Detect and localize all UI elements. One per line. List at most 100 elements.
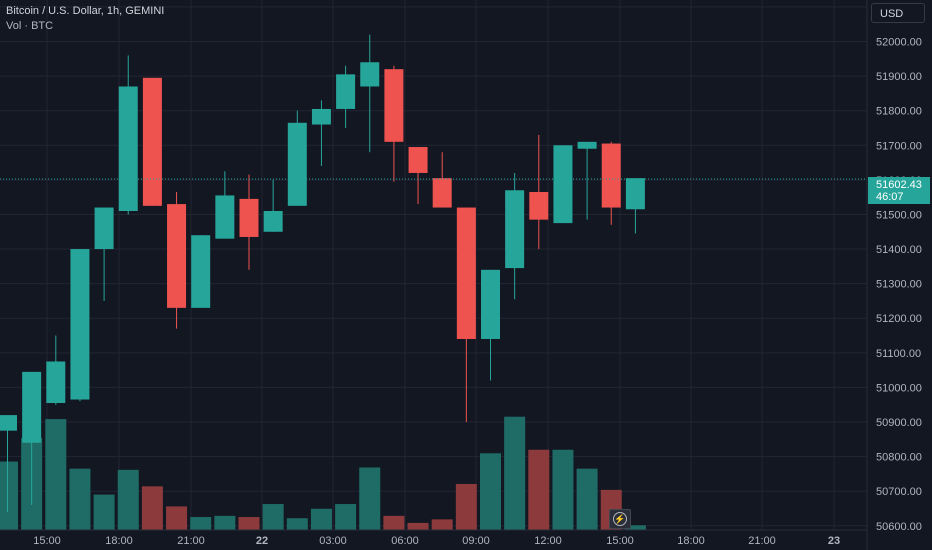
volume-bar — [504, 416, 526, 530]
time-tick-label: 18:00 — [677, 535, 705, 547]
price-tick-label: 51100.00 — [876, 348, 921, 360]
candle-body — [191, 235, 211, 308]
candle — [22, 371, 42, 506]
volume-bar — [359, 467, 381, 530]
volume-bar — [45, 419, 67, 530]
candle — [94, 207, 114, 301]
candle — [191, 235, 211, 308]
candle — [118, 55, 138, 215]
candle — [384, 65, 404, 182]
candle — [215, 171, 235, 239]
candle — [239, 174, 259, 270]
volume-bar — [528, 449, 550, 530]
candle-body — [142, 77, 162, 206]
price-axis[interactable]: 52100.0052000.0051900.0051800.0051700.00… — [876, 2, 922, 533]
candle — [0, 415, 17, 512]
candle — [625, 178, 645, 234]
volume-bar — [166, 506, 188, 530]
candle-body — [118, 86, 138, 212]
candle-body — [239, 198, 259, 237]
candle — [432, 152, 452, 208]
time-axis[interactable]: 15:00 18:00 21:00 22 03:00 06:00 09:00 12:00 15:… — [33, 535, 840, 547]
volume-bar — [310, 508, 332, 530]
candle-body — [529, 191, 549, 220]
candle — [481, 269, 500, 381]
candle-body — [577, 141, 597, 149]
volume-bars — [0, 416, 646, 530]
candle-body — [336, 74, 356, 109]
candle-body — [263, 211, 283, 232]
price-tick-label: 50800.00 — [876, 452, 922, 464]
time-tick-label: 21:00 — [177, 535, 205, 547]
volume-bar — [286, 518, 308, 530]
candle — [70, 249, 90, 402]
candle-body — [384, 69, 404, 142]
volume-bar — [214, 515, 236, 530]
candle-body — [167, 204, 187, 308]
price-tick-label: 51400.00 — [876, 244, 922, 256]
candle-body — [553, 145, 573, 224]
volume-bar — [407, 522, 429, 530]
candle — [601, 141, 621, 225]
volume-bar — [262, 504, 284, 530]
volume-bar — [117, 469, 139, 530]
time-tick-label: 18:00 — [105, 535, 133, 547]
price-candles — [0, 34, 645, 512]
time-tick-label: 15:00 — [606, 535, 634, 547]
volume-bar — [93, 494, 115, 530]
candle-body — [22, 371, 42, 443]
candle — [360, 34, 380, 153]
candle-body — [432, 178, 452, 208]
symbol-title: Bitcoin / U.S. Dollar, 1h, GEMINI — [6, 5, 165, 17]
volume-bar — [141, 486, 163, 530]
candle-body — [0, 415, 17, 431]
replay-button[interactable]: ⚡ — [609, 509, 631, 529]
volume-bar — [383, 515, 405, 530]
candle — [167, 191, 187, 329]
volume-bar — [576, 468, 598, 530]
volume-bar — [552, 449, 574, 530]
price-tick-label: 50600.00 — [876, 521, 922, 533]
candle-body — [625, 178, 645, 210]
candle-body — [601, 143, 621, 208]
time-tick-label: 06:00 — [391, 535, 419, 547]
price-tick-label: 51000.00 — [876, 382, 922, 394]
volume-bar — [190, 517, 212, 530]
time-tick-label: 22 — [256, 535, 268, 547]
candle — [529, 134, 549, 250]
volume-label: Vol · BTC — [6, 20, 54, 32]
candle-body — [46, 361, 66, 403]
candle — [505, 172, 525, 300]
candle — [577, 141, 597, 220]
volume-bar — [431, 519, 453, 530]
price-tick-label: 50900.00 — [876, 417, 922, 429]
candle-body — [311, 108, 331, 125]
time-tick-label: 12:00 — [534, 535, 562, 547]
price-tick-label: 51900.00 — [876, 71, 922, 83]
candle — [336, 65, 356, 128]
lightning-bolt-icon: ⚡ — [613, 512, 627, 526]
time-tick-label: 23 — [828, 535, 840, 547]
candle — [456, 207, 476, 423]
candle-body — [505, 190, 525, 269]
volume-bar — [455, 483, 477, 530]
candle — [311, 100, 331, 167]
candle — [287, 110, 307, 206]
candle-body — [456, 207, 476, 339]
candle-body — [94, 207, 114, 250]
volume-bar — [0, 461, 18, 530]
time-tick-label: 15:00 — [33, 535, 61, 547]
candle — [408, 147, 428, 205]
currency-button[interactable]: USD — [871, 3, 925, 23]
price-tick-label: 51800.00 — [876, 106, 922, 118]
candle — [263, 179, 283, 232]
volume-bar — [335, 504, 357, 530]
candle — [142, 77, 162, 206]
candle-body — [70, 249, 90, 400]
candle-body — [481, 269, 500, 339]
bar-countdown: 46:07 — [876, 191, 904, 203]
price-tick-label: 51300.00 — [876, 279, 922, 291]
candle — [46, 335, 66, 405]
volume-bar — [238, 517, 260, 530]
